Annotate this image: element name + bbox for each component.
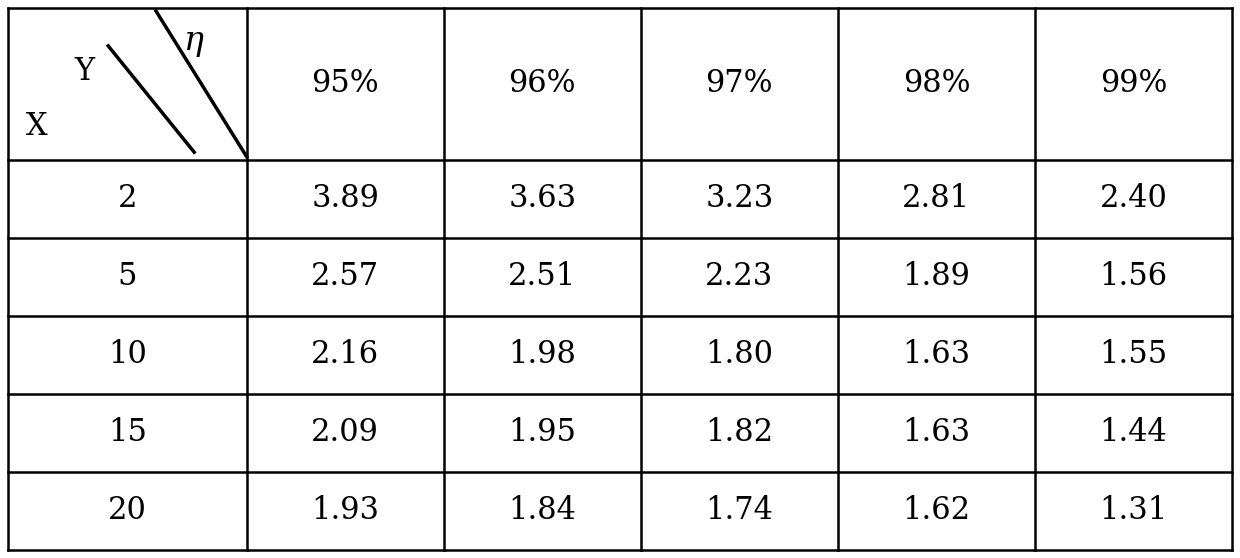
- Text: 97%: 97%: [706, 69, 773, 99]
- Text: 1.89: 1.89: [903, 261, 971, 292]
- Text: X: X: [26, 111, 47, 142]
- Text: 2.16: 2.16: [311, 339, 379, 371]
- Text: 98%: 98%: [903, 69, 970, 99]
- Text: 1.63: 1.63: [903, 417, 971, 449]
- Text: 1.84: 1.84: [508, 496, 577, 527]
- Text: 1.95: 1.95: [508, 417, 577, 449]
- Text: 2.81: 2.81: [903, 183, 971, 214]
- Text: 10: 10: [108, 339, 146, 371]
- Text: 1.62: 1.62: [903, 496, 971, 527]
- Text: 2.57: 2.57: [311, 261, 379, 292]
- Text: 5: 5: [118, 261, 138, 292]
- Text: 1.44: 1.44: [1100, 417, 1167, 449]
- Text: 1.93: 1.93: [311, 496, 379, 527]
- Text: 3.23: 3.23: [706, 183, 774, 214]
- Text: Y: Y: [74, 56, 94, 87]
- Text: 1.98: 1.98: [508, 339, 577, 371]
- Text: 99%: 99%: [1100, 69, 1167, 99]
- Text: 2.23: 2.23: [706, 261, 774, 292]
- Text: 1.31: 1.31: [1100, 496, 1168, 527]
- Text: 96%: 96%: [508, 69, 577, 99]
- Text: 2.40: 2.40: [1100, 183, 1167, 214]
- Text: 2: 2: [118, 183, 138, 214]
- Text: 1.82: 1.82: [706, 417, 774, 449]
- Text: 3.63: 3.63: [508, 183, 577, 214]
- Text: 15: 15: [108, 417, 146, 449]
- Text: 1.56: 1.56: [1100, 261, 1168, 292]
- Text: 1.55: 1.55: [1100, 339, 1168, 371]
- Text: 95%: 95%: [311, 69, 379, 99]
- Text: 1.74: 1.74: [706, 496, 774, 527]
- Text: 1.63: 1.63: [903, 339, 971, 371]
- Text: 20: 20: [108, 496, 146, 527]
- Text: 2.09: 2.09: [311, 417, 379, 449]
- Text: η: η: [185, 25, 205, 57]
- Text: 2.51: 2.51: [508, 261, 577, 292]
- Text: 3.89: 3.89: [311, 183, 379, 214]
- Text: 1.80: 1.80: [706, 339, 774, 371]
